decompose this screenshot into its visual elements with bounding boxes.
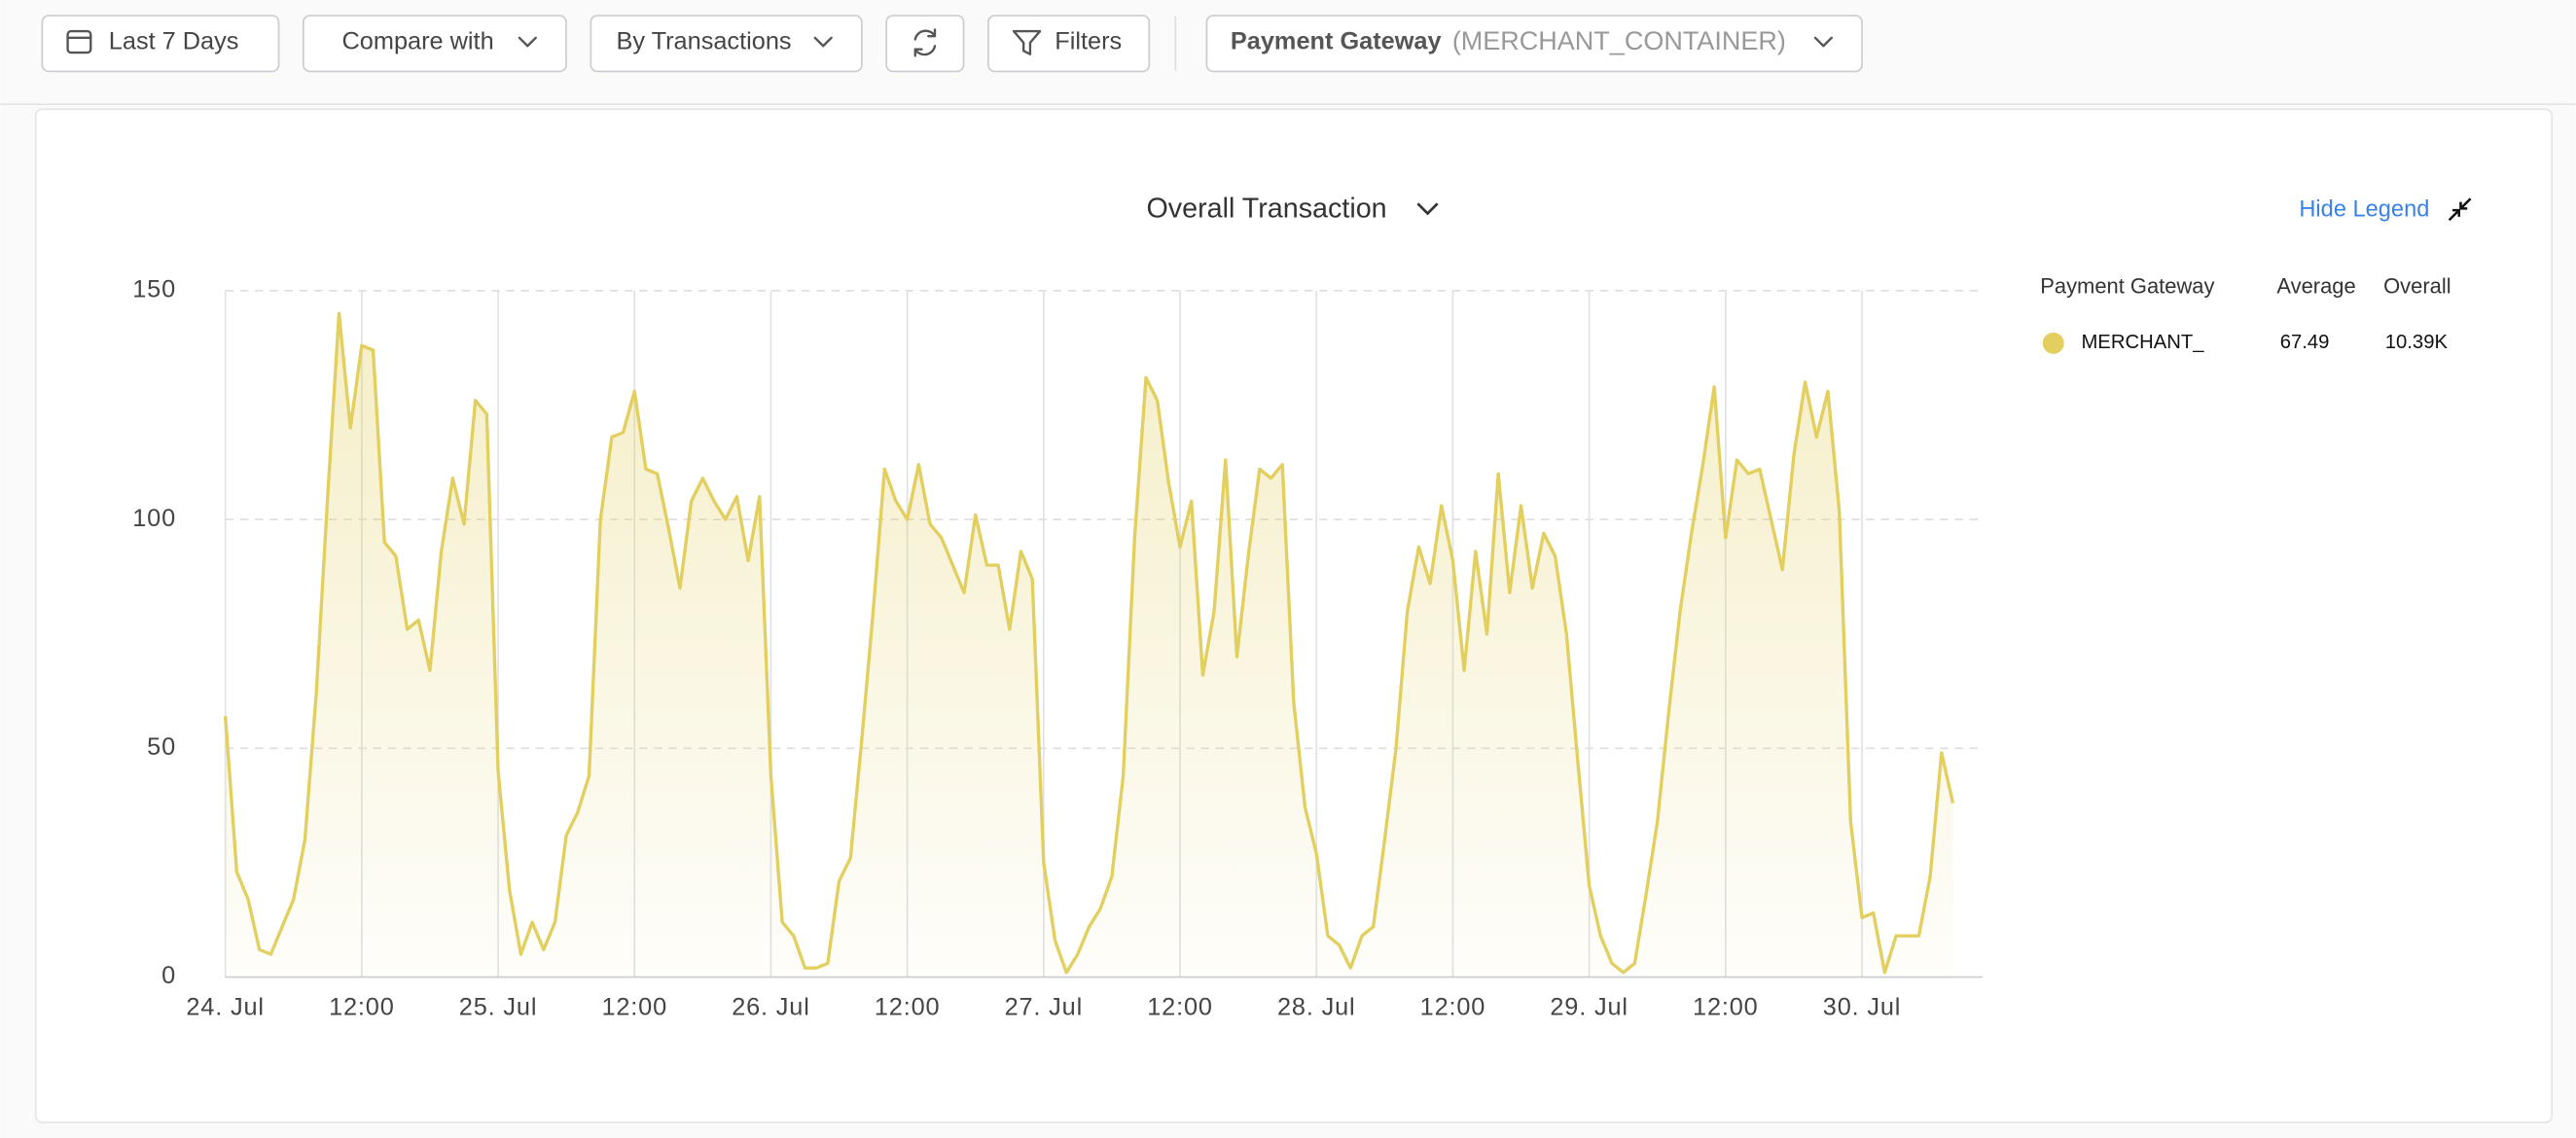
- refresh-button[interactable]: [885, 15, 965, 73]
- date-range-button[interactable]: Last 7 Days: [41, 15, 280, 73]
- legend: Payment Gateway Average Overall MERCHANT…: [2040, 273, 2451, 354]
- legend-series-name[interactable]: MERCHANT_: [2081, 332, 2204, 353]
- button-label: Filters: [1055, 28, 1122, 55]
- calendar-icon: [66, 29, 92, 54]
- button-frame: [41, 15, 280, 73]
- x-tick-label: 27. Jul: [1005, 993, 1084, 1020]
- x-tick-label: 12:00: [1147, 993, 1213, 1020]
- x-tick-label: 28. Jul: [1277, 993, 1356, 1020]
- legend-header: Payment Gateway: [2040, 273, 2214, 298]
- metric-button[interactable]: By Transactions: [590, 15, 863, 73]
- select-value: (MERCHANT_CONTAINER): [1452, 26, 1786, 55]
- legend-overall: 10.39K: [2385, 332, 2449, 353]
- hide-legend-link[interactable]: Hide Legend: [2299, 196, 2429, 222]
- y-tick-label: 150: [132, 276, 176, 303]
- button-label: Last 7 Days: [109, 28, 239, 55]
- button-label: Compare with: [342, 28, 494, 55]
- collapse-icon[interactable]: [2448, 197, 2472, 222]
- x-tick-label: 12:00: [1693, 993, 1759, 1020]
- dimension-select[interactable]: Payment Gateway (MERCHANT_CONTAINER): [1205, 15, 1863, 73]
- x-tick-label: 12:00: [1420, 993, 1486, 1020]
- title-chevron[interactable]: [1416, 202, 1439, 216]
- button-frame: [590, 15, 863, 73]
- legend-header: Overall: [2383, 273, 2451, 298]
- chevron-icon: [813, 36, 833, 48]
- x-tick-label: 25. Jul: [459, 993, 537, 1020]
- select-label: Payment Gateway: [1231, 28, 1442, 55]
- legend-average: 67.49: [2280, 332, 2330, 353]
- button-frame: [1205, 15, 1863, 73]
- button-label: By Transactions: [616, 28, 791, 55]
- x-tick-label: 12:00: [875, 993, 941, 1020]
- x-tick-label: 12:00: [329, 993, 395, 1020]
- button-frame: [987, 15, 1151, 73]
- chart-title[interactable]: Overall Transaction: [1146, 194, 1386, 225]
- x-tick-label: 30. Jul: [1823, 993, 1902, 1020]
- x-tick-label: 24. Jul: [186, 993, 264, 1020]
- y-tick-label: 50: [147, 733, 176, 761]
- legend-swatch: [2042, 332, 2064, 354]
- filter-icon: [1012, 29, 1042, 55]
- x-tick-label: 12:00: [601, 993, 667, 1020]
- x-tick-label: 26. Jul: [732, 993, 809, 1020]
- refresh-icon: [913, 28, 937, 57]
- y-tick-label: 100: [132, 505, 176, 532]
- x-tick-label: 29. Jul: [1550, 993, 1628, 1020]
- button-frame: [885, 15, 965, 73]
- y-tick-label: 0: [161, 962, 176, 989]
- toolbar: Last 7 Days Compare with By Transactions…: [41, 15, 1863, 73]
- compare-button[interactable]: Compare with: [303, 15, 567, 73]
- chevron-icon: [1813, 36, 1834, 48]
- chevron-icon: [518, 36, 537, 48]
- legend-header: Average: [2276, 273, 2355, 298]
- button-frame: [303, 15, 567, 73]
- filters-button[interactable]: Filters: [987, 15, 1151, 73]
- series-line: [223, 311, 1955, 975]
